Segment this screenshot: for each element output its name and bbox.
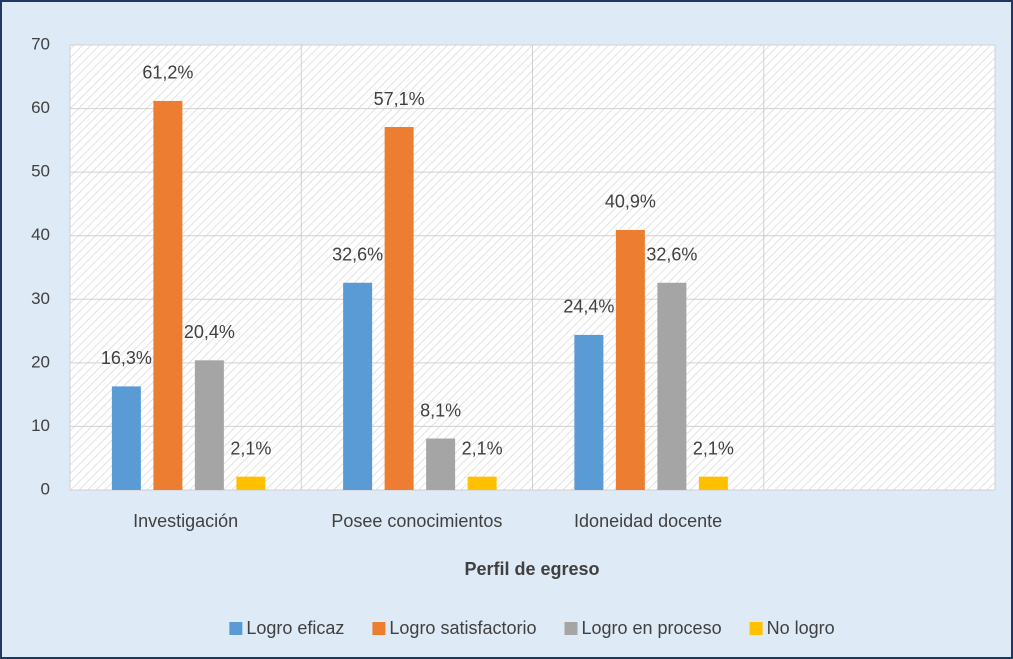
legend-label: Logro en proceso bbox=[581, 618, 721, 638]
value-label: 32,6% bbox=[332, 245, 383, 265]
bar bbox=[698, 476, 728, 490]
y-tick-label: 30 bbox=[31, 289, 50, 308]
bar bbox=[194, 360, 224, 490]
value-label: 2,1% bbox=[462, 438, 503, 458]
legend-label: No logro bbox=[767, 618, 835, 638]
value-label: 32,6% bbox=[646, 245, 697, 265]
value-label: 40,9% bbox=[605, 192, 656, 212]
legend-swatch bbox=[229, 622, 243, 635]
x-tick-label: Posee conocimientos bbox=[331, 511, 502, 531]
x-tick-label: Idoneidad docente bbox=[574, 511, 722, 531]
legend-item: Logro eficaz bbox=[229, 618, 344, 638]
value-label: 16,3% bbox=[101, 348, 152, 368]
y-tick-label: 10 bbox=[31, 416, 50, 435]
bar bbox=[426, 438, 456, 490]
y-tick-label: 50 bbox=[31, 162, 50, 181]
bar bbox=[467, 476, 497, 490]
value-label: 61,2% bbox=[142, 63, 193, 83]
x-axis-title: Perfil de egreso bbox=[464, 559, 599, 579]
bar bbox=[384, 127, 414, 490]
legend-swatch bbox=[564, 622, 578, 635]
value-label: 2,1% bbox=[230, 438, 271, 458]
bar bbox=[343, 282, 373, 490]
value-label: 24,4% bbox=[563, 297, 614, 317]
bar bbox=[615, 229, 645, 490]
value-label: 2,1% bbox=[693, 438, 734, 458]
legend-item: Logro en proceso bbox=[564, 618, 722, 638]
value-label: 8,1% bbox=[420, 400, 461, 420]
bar bbox=[657, 282, 687, 490]
bar bbox=[153, 100, 183, 490]
legend-label: Logro eficaz bbox=[246, 618, 344, 638]
x-tick-label: Investigación bbox=[133, 511, 238, 531]
value-label: 57,1% bbox=[374, 89, 425, 109]
y-tick-label: 20 bbox=[31, 352, 50, 371]
value-label: 20,4% bbox=[184, 322, 235, 342]
y-tick-label: 40 bbox=[31, 225, 50, 244]
legend-label: Logro satisfactorio bbox=[389, 618, 536, 638]
legend-item: Logro satisfactorio bbox=[372, 618, 536, 638]
bar bbox=[111, 386, 141, 490]
bar bbox=[574, 334, 604, 490]
y-tick-label: 0 bbox=[41, 479, 50, 498]
legend-item: No logro bbox=[749, 618, 835, 638]
y-tick-label: 60 bbox=[31, 98, 50, 117]
legend-swatch bbox=[749, 622, 763, 635]
y-tick-label: 70 bbox=[31, 34, 50, 53]
legend-swatch bbox=[372, 622, 386, 635]
bar bbox=[236, 476, 266, 490]
